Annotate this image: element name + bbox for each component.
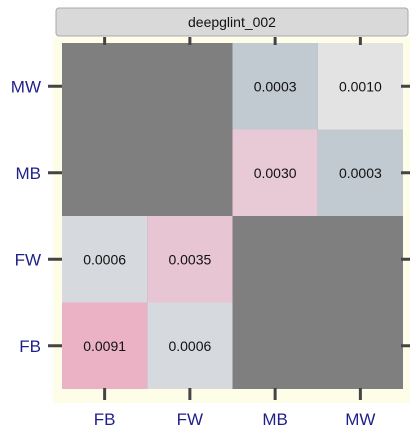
x-tick-label: FB <box>94 410 116 429</box>
x-tick-label: FW <box>177 410 203 429</box>
cell-value-label: 0.0030 <box>254 165 297 181</box>
y-tick-label: FB <box>19 337 41 356</box>
heatmap-cell-fw-fw <box>147 216 233 303</box>
y-tick-label: FW <box>15 250 41 269</box>
y-tick-label: MB <box>16 164 42 183</box>
cell-value-label: 0.0010 <box>339 78 382 94</box>
y-tick-label: MW <box>11 77 41 96</box>
cell-value-label: 0.0006 <box>168 338 211 354</box>
x-tick-label: MW <box>345 410 375 429</box>
cell-value-label: 0.0006 <box>83 251 126 267</box>
cell-value-label: 0.0035 <box>168 251 211 267</box>
cell-value-label: 0.0091 <box>83 338 126 354</box>
heatmap-cell-mw-mw <box>317 43 403 130</box>
heatmap-cell-mb-mb <box>232 129 318 216</box>
cell-value-label: 0.0003 <box>339 165 382 181</box>
cell-value-label: 0.0003 <box>254 78 297 94</box>
x-tick-label: MB <box>262 410 288 429</box>
heatmap-cell-mw-mb <box>317 129 403 216</box>
heatmap-cell-mb-mw <box>232 43 318 130</box>
heatmap-cell-fb-fw <box>62 216 148 303</box>
panel-title: deepglint_002 <box>188 14 276 30</box>
panel-strip <box>55 7 409 37</box>
heatmap-cell-fb-fb <box>62 302 148 389</box>
heatmap-cell-fw-fb <box>147 302 233 389</box>
